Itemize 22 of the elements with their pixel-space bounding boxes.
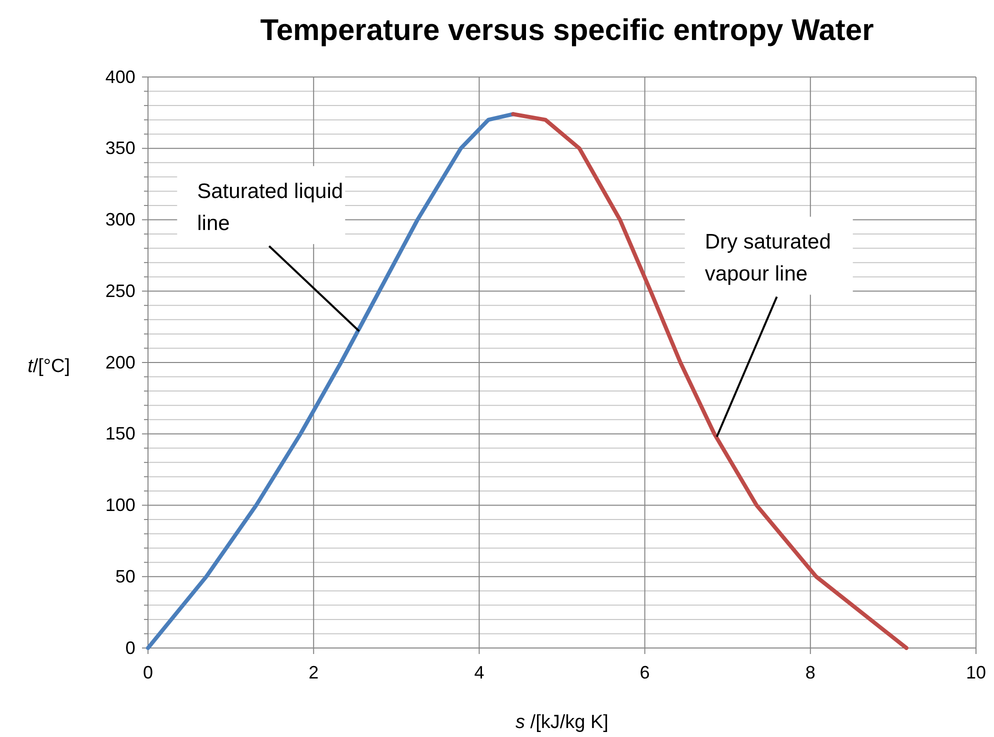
y-tick-label: 300 [105,210,136,230]
y-tick-label: 150 [105,424,136,444]
chart-title: Temperature versus specific entropy Water [260,14,874,47]
x-tick-label: 4 [474,662,484,683]
annotation: Dry saturated vapour line [704,230,831,286]
line-series [146,112,516,650]
y-tick-label: 0 [125,638,136,658]
y-axis-title: t/[°C] [28,356,70,377]
x-tick-label: 0 [142,662,154,683]
x-tick-label: 8 [805,662,816,683]
y-tick-label: 400 [105,66,136,87]
x-tick-label: 2 [308,662,319,683]
y-tick-label: 50 [115,566,136,586]
x-tick-label: 10 [966,662,986,683]
y-tick-label: 350 [105,138,136,158]
x-axis-title: s /[kJ/kg K] [516,712,608,733]
line-series [511,112,908,650]
x-tick-label: 6 [640,662,650,683]
annotation: Saturated liquid line [197,180,344,236]
y-tick-label: 100 [105,495,136,516]
y-tick-label: 200 [105,352,136,372]
y-tick-label: 250 [105,280,136,301]
